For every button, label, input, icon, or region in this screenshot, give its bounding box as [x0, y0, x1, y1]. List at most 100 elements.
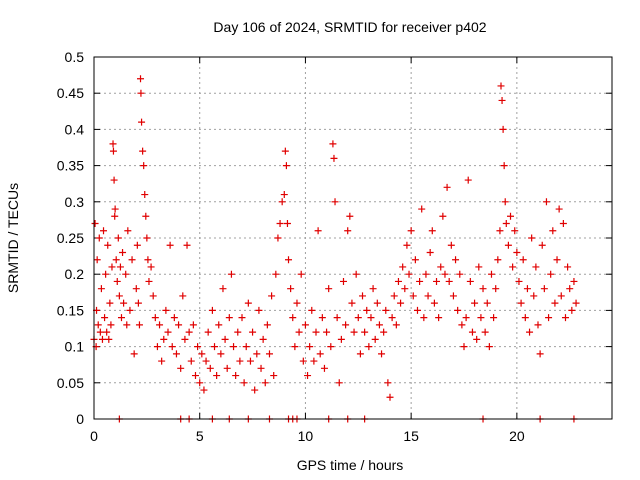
data-point [509, 263, 517, 271]
data-point [561, 314, 569, 322]
data-point [304, 372, 312, 380]
data-point [107, 321, 115, 329]
data-point [272, 270, 280, 278]
data-point [394, 277, 402, 285]
data-point [413, 306, 421, 314]
data-point [511, 227, 519, 235]
data-point [166, 241, 174, 249]
data-point [261, 379, 269, 387]
data-point [147, 263, 155, 271]
x-axis-label: GPS time / hours [297, 457, 404, 473]
data-points [90, 75, 580, 423]
data-point [158, 357, 166, 365]
x-tick-label: 0 [90, 428, 98, 444]
plot-frame [93, 56, 613, 420]
y-tick-label: 0.2 [65, 266, 85, 282]
data-point [162, 306, 170, 314]
data-point [291, 343, 299, 351]
x-tick-label: 10 [298, 428, 314, 444]
data-point [242, 343, 250, 351]
data-point [443, 183, 451, 191]
data-point [133, 241, 141, 249]
data-point [523, 285, 531, 293]
data-point [542, 198, 550, 206]
data-point [211, 343, 219, 351]
data-point [200, 386, 208, 394]
data-point [416, 277, 424, 285]
x-tick-label: 5 [196, 428, 204, 444]
data-point [449, 292, 457, 300]
data-point [369, 285, 377, 293]
data-point [113, 277, 121, 285]
data-point [348, 299, 356, 307]
data-point [405, 270, 413, 278]
data-point [95, 234, 103, 242]
data-point [234, 328, 242, 336]
data-point [424, 292, 432, 300]
data-point [492, 285, 500, 293]
data-point [310, 357, 318, 365]
data-point [141, 191, 149, 199]
data-point [329, 140, 337, 148]
data-point [557, 292, 565, 300]
data-point [466, 277, 474, 285]
data-point [363, 306, 371, 314]
data-point [116, 263, 124, 271]
data-point [540, 285, 548, 293]
data-point [441, 270, 449, 278]
data-point [325, 285, 333, 293]
data-point [439, 212, 447, 220]
data-point [496, 227, 504, 235]
data-point [137, 89, 145, 97]
data-point [356, 350, 364, 358]
data-point [365, 343, 373, 351]
data-point [259, 335, 267, 343]
data-point [545, 314, 553, 322]
data-point [168, 343, 176, 351]
data-point [375, 321, 383, 329]
data-point [295, 328, 303, 336]
data-point [342, 321, 350, 329]
data-point [361, 328, 369, 336]
data-point [282, 162, 290, 170]
data-point [223, 364, 231, 372]
data-point [112, 256, 120, 264]
data-point [202, 357, 210, 365]
data-point [447, 241, 455, 249]
data-point [215, 321, 223, 329]
data-point [536, 350, 544, 358]
y-axis-label: SRMTID / TECUs [5, 183, 21, 293]
data-point [411, 256, 419, 264]
data-point [230, 343, 238, 351]
data-point [564, 263, 572, 271]
y-tick-label: 0.05 [57, 375, 84, 391]
data-point [327, 343, 335, 351]
data-point [281, 147, 289, 155]
data-point [297, 270, 305, 278]
data-point [403, 241, 411, 249]
data-point [124, 227, 132, 235]
data-point [428, 227, 436, 235]
data-point [464, 176, 472, 184]
data-point [217, 350, 225, 358]
data-point [318, 314, 326, 322]
data-point [572, 299, 580, 307]
data-point [468, 328, 476, 336]
y-tick-label: 0.1 [65, 339, 85, 355]
data-point [371, 335, 379, 343]
data-point [437, 263, 445, 271]
data-point [500, 162, 508, 170]
data-point [335, 379, 343, 387]
data-point [483, 299, 491, 307]
data-point [177, 364, 185, 372]
data-point [293, 299, 301, 307]
data-point [101, 314, 109, 322]
data-point [344, 227, 352, 235]
data-point [289, 314, 297, 322]
data-point [407, 227, 415, 235]
data-point [244, 299, 252, 307]
data-point [103, 328, 111, 336]
data-point [568, 306, 576, 314]
data-point [312, 328, 320, 336]
data-point [191, 372, 199, 380]
